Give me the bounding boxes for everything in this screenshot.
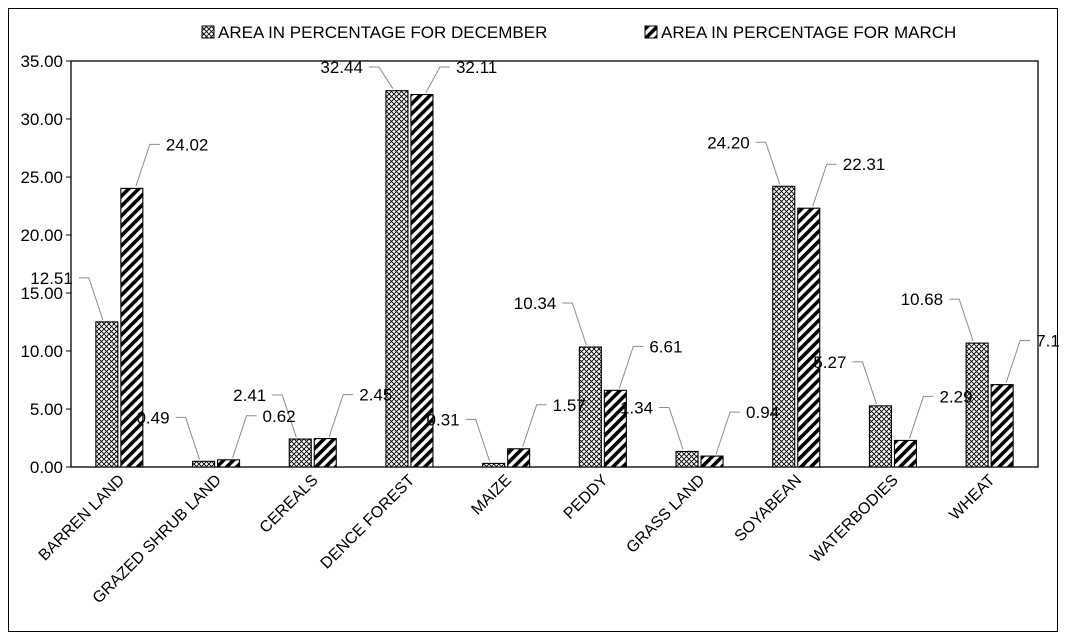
data-label-december-0: 12.51 xyxy=(30,269,73,288)
x-category-label: MAIZE xyxy=(468,472,515,519)
plot-area xyxy=(70,60,1039,468)
legend-swatch-march xyxy=(644,25,658,39)
legend-label-march: AREA IN PERCENTAGE FOR MARCH xyxy=(661,23,956,42)
data-label-march-8: 2.29 xyxy=(939,387,972,406)
bar-march-8 xyxy=(893,439,918,468)
y-axis: 0.00 5.00 10.00 15.00 20.00 25.00 30.00 35.00 xyxy=(20,52,71,477)
bar-march-4 xyxy=(507,448,531,468)
leader-line xyxy=(368,66,394,89)
leader-line xyxy=(755,141,781,185)
x-category-label: SOYABEAN xyxy=(732,472,805,545)
leader-line xyxy=(618,345,644,389)
bar-december-8 xyxy=(868,405,893,468)
y-tick-label: 20.00 xyxy=(20,226,63,245)
x-category-label: WHEAT xyxy=(946,472,998,524)
bar-december-5 xyxy=(578,346,602,468)
leader-line xyxy=(328,394,354,437)
leader-line xyxy=(465,418,491,462)
bar-december-4 xyxy=(482,462,506,468)
data-label-march-9: 7.10 xyxy=(1036,332,1059,351)
data-label-march-5: 6.61 xyxy=(649,337,682,356)
data-label-march-6: 0.94 xyxy=(746,403,779,422)
data-label-december-4: 0.31 xyxy=(427,410,460,429)
bar-march-7 xyxy=(797,207,821,468)
chart-frame: AREA IN PERCENTAGE FOR DECEMBER AREA IN … xyxy=(8,8,1059,632)
x-category-label: PEDDY xyxy=(561,472,612,523)
leader-line xyxy=(562,302,587,346)
legend: AREA IN PERCENTAGE FOR DECEMBER AREA IN … xyxy=(201,23,956,42)
leader-line xyxy=(812,163,837,207)
bar-december-0 xyxy=(95,321,119,468)
leader-line xyxy=(135,143,160,187)
y-tick-label: 30.00 xyxy=(20,110,63,129)
legend-item-march: AREA IN PERCENTAGE FOR MARCH xyxy=(644,23,956,42)
legend-swatch-december xyxy=(201,25,215,39)
leader-line xyxy=(272,394,297,438)
data-label-march-1: 0.62 xyxy=(263,407,296,426)
x-category-label: GRASS LAND xyxy=(623,472,708,557)
data-label-december-8: 5.27 xyxy=(813,353,846,372)
leader-line xyxy=(949,298,974,342)
data-label-december-9: 10.68 xyxy=(901,290,944,309)
bar-december-3 xyxy=(385,90,409,468)
bar-march-9 xyxy=(990,384,1014,468)
y-tick-label: 0.00 xyxy=(30,458,63,477)
leader-line xyxy=(659,406,684,450)
y-tick-label: 25.00 xyxy=(20,168,63,187)
leader-line xyxy=(908,395,934,439)
data-label-december-3: 32.44 xyxy=(320,58,363,77)
leader-lines xyxy=(78,66,1031,462)
x-category-label: CEREALS xyxy=(257,472,322,537)
bar-march-3 xyxy=(410,93,434,468)
data-label-march-2: 2.45 xyxy=(359,386,392,405)
bar-chart: AREA IN PERCENTAGE FOR DECEMBER AREA IN … xyxy=(20,23,1059,607)
leader-line xyxy=(852,361,877,405)
bar-march-6 xyxy=(700,455,724,468)
bar-december-2 xyxy=(288,438,312,468)
x-category-label: BARREN LAND xyxy=(36,472,128,564)
bar-march-0 xyxy=(120,187,144,468)
leader-line xyxy=(232,415,257,458)
leader-line xyxy=(1005,340,1031,383)
data-labels: 12.51 0.49 2.41 32.44 0.31 10.34 1.34 24.20 5.27… xyxy=(30,58,1059,429)
x-category-label: DENCE FOREST xyxy=(318,472,419,573)
y-tick-label: 15.00 xyxy=(20,284,63,303)
data-label-march-7: 22.31 xyxy=(843,155,886,174)
leader-line xyxy=(425,66,450,93)
data-label-march-0: 24.02 xyxy=(166,135,209,154)
leader-line xyxy=(175,416,201,460)
data-label-december-1: 0.49 xyxy=(136,408,169,427)
bar-march-1 xyxy=(217,459,241,468)
bar-march-2 xyxy=(313,438,337,468)
data-label-december-2: 2.41 xyxy=(233,386,266,405)
bar-march-5 xyxy=(603,389,627,468)
data-label-december-7: 24.20 xyxy=(707,133,750,152)
bar-december-9 xyxy=(965,342,989,468)
leader-line xyxy=(522,404,547,447)
x-category-label: WATERBODIES xyxy=(807,472,901,566)
data-label-march-3: 32.11 xyxy=(456,58,497,77)
data-label-december-5: 10.34 xyxy=(514,294,557,313)
data-label-march-4: 1.57 xyxy=(553,396,586,415)
bar-december-1 xyxy=(192,460,216,468)
y-tick-label: 35.00 xyxy=(20,52,63,71)
bar-december-6 xyxy=(675,450,699,468)
legend-label-december: AREA IN PERCENTAGE FOR DECEMBER xyxy=(218,23,547,42)
y-tick-label: 10.00 xyxy=(20,342,63,361)
legend-item-december: AREA IN PERCENTAGE FOR DECEMBER xyxy=(201,23,547,42)
y-tick-label: 5.00 xyxy=(30,400,63,419)
data-label-december-6: 1.34 xyxy=(620,398,653,417)
leader-line xyxy=(715,411,741,455)
bar-december-7 xyxy=(772,185,796,468)
bars xyxy=(95,90,1014,468)
leader-line xyxy=(78,277,104,321)
